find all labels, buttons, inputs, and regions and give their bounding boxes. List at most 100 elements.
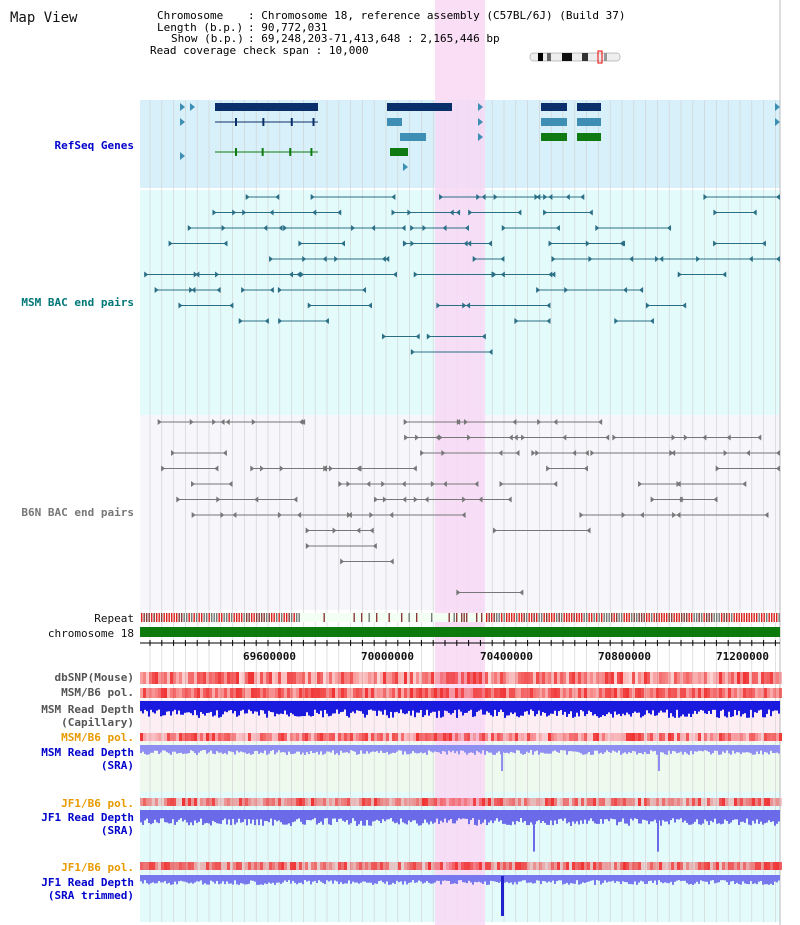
heat-cell	[677, 672, 680, 684]
msm-pair-end	[275, 194, 280, 200]
repeat-mark	[191, 613, 193, 622]
depth-bar	[544, 745, 546, 754]
heat-cell	[248, 798, 251, 806]
track-label-jf1-b6-pol-2[interactable]: JF1/B6 pol.	[61, 861, 134, 874]
heat-cell	[431, 733, 434, 741]
depth-bar	[398, 701, 400, 714]
depth-bar	[684, 701, 686, 717]
depth-bar	[226, 810, 228, 825]
msm-pair-end	[595, 225, 600, 231]
depth-bar	[728, 745, 730, 754]
depth-bar	[624, 875, 626, 883]
heat-cell	[521, 688, 524, 698]
track-label-jf1-depth-sra[interactable]: JF1 Read Depth (SRA)	[41, 811, 134, 837]
depth-bar	[268, 875, 270, 883]
depth-bar	[570, 875, 572, 884]
b6n-pair-end	[438, 434, 443, 441]
track-label-msm-b6-pol-2[interactable]: MSM/B6 pol.	[61, 731, 134, 744]
track-label-jf1-depth-trimmed[interactable]: JF1 Read Depth (SRA trimmed)	[41, 876, 134, 902]
depth-bar	[384, 701, 386, 710]
heat-cell	[407, 798, 410, 806]
depth-bar	[754, 875, 756, 884]
heat-cell	[248, 688, 251, 698]
depth-bar	[522, 745, 524, 755]
heat-cell	[185, 798, 188, 806]
depth-bar	[652, 810, 654, 822]
depth-bar	[768, 701, 770, 710]
heat-cell	[347, 798, 350, 806]
track-label-msm-b6-pol[interactable]: MSM/B6 pol.	[61, 686, 134, 699]
depth-bar	[730, 745, 732, 755]
depth-bar	[416, 810, 418, 824]
heat-cell	[515, 733, 518, 741]
depth-bar	[744, 701, 746, 714]
gene-exon-mark	[235, 118, 237, 126]
depth-bar	[456, 810, 458, 821]
msm-pair-end	[407, 209, 412, 216]
track-label-jf1-b6-pol[interactable]: JF1/B6 pol.	[61, 797, 134, 810]
track-label-b6n-bac[interactable]: B6N BAC end pairs	[21, 506, 134, 519]
heat-cell	[209, 733, 212, 741]
heat-cell	[362, 688, 365, 698]
heat-cell	[602, 862, 605, 870]
b6n-pair-end	[293, 496, 298, 503]
heat-cell	[575, 672, 578, 684]
heat-cell	[233, 862, 236, 870]
track-label-dbsnp[interactable]: dbSNP(Mouse)	[54, 671, 134, 684]
track-label-msm-depth-capillary[interactable]: MSM Read Depth (Capillary)	[41, 703, 134, 729]
heat-cell	[647, 688, 650, 698]
depth-bar	[238, 810, 240, 819]
heat-cell	[293, 672, 296, 684]
heat-cell	[707, 798, 710, 806]
depth-bar	[556, 875, 558, 882]
depth-bar	[622, 810, 624, 819]
heat-cell	[296, 862, 299, 870]
depth-bar	[408, 745, 410, 755]
depth-bar	[442, 875, 444, 881]
heat-cell	[176, 798, 179, 806]
heat-cell	[716, 862, 719, 870]
depth-bar	[584, 810, 586, 820]
heat-cell	[275, 733, 278, 741]
track-label-msm-bac[interactable]: MSM BAC end pairs	[21, 296, 134, 309]
track-label-refseq[interactable]: RefSeq Genes	[54, 139, 134, 152]
depth-bar	[350, 875, 352, 884]
repeat-mark	[741, 613, 743, 622]
depth-bar	[282, 745, 284, 752]
depth-bar	[380, 875, 382, 881]
depth-bar	[472, 701, 474, 717]
depth-bar	[514, 875, 516, 883]
depth-bar	[616, 701, 618, 715]
b6n-pair-end	[757, 434, 762, 441]
b6n-pair-end	[583, 465, 588, 472]
depth-bar	[740, 701, 742, 717]
depth-bar	[574, 745, 576, 752]
heat-cell	[167, 688, 170, 698]
repeat-mark	[243, 613, 245, 622]
heat-cell	[233, 798, 236, 806]
track-label-msm-depth-sra[interactable]: MSM Read Depth (SRA)	[41, 746, 134, 772]
depth-bar	[580, 745, 582, 754]
heat-cell	[173, 688, 176, 698]
heat-cell	[758, 672, 761, 684]
depth-bar	[294, 875, 296, 883]
heat-cell	[773, 798, 776, 806]
heat-cell	[353, 688, 356, 698]
depth-bar	[152, 810, 154, 824]
depth-bar	[690, 701, 692, 718]
depth-bar	[546, 875, 548, 883]
depth-bar	[194, 701, 196, 711]
heat-cell	[467, 733, 470, 741]
heat-cell	[560, 672, 563, 684]
heat-cell	[215, 733, 218, 741]
repeat-mark	[663, 613, 665, 622]
depth-bar	[172, 875, 174, 885]
depth-bar	[732, 810, 734, 821]
depth-bar	[448, 701, 450, 713]
depth-bar	[314, 875, 316, 881]
heat-cell	[755, 733, 758, 741]
depth-bar	[234, 875, 236, 881]
depth-bar	[678, 745, 680, 753]
depth-bar	[686, 745, 688, 754]
msm-pair-end	[467, 240, 472, 247]
